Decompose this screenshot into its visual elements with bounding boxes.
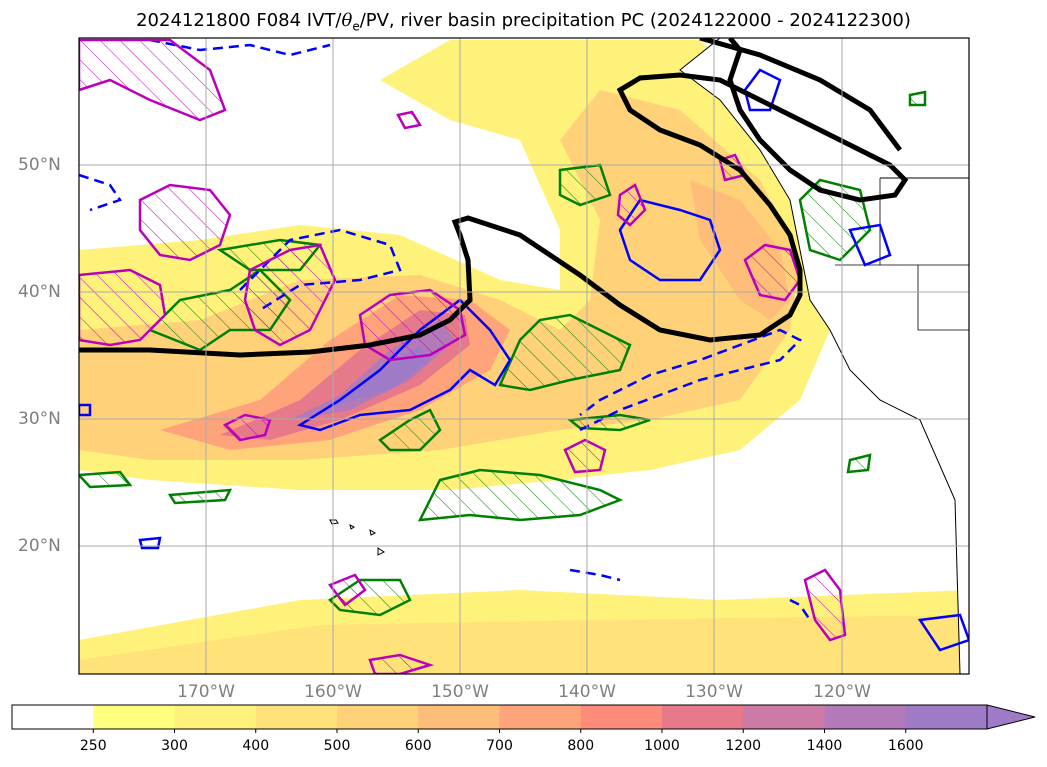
lat-label-40n: 40°N (18, 282, 61, 302)
magenta-contours (79, 38, 847, 674)
colorbar-swatch (662, 705, 744, 729)
north-america-land (679, 38, 969, 674)
colorbar-tick-label: 500 (323, 738, 351, 754)
colorbar-tick-label: 1600 (887, 738, 924, 754)
lon-label-120w: 120°W (813, 682, 871, 702)
colorbar-swatch (12, 705, 94, 729)
pv-contour (79, 38, 909, 358)
colorbar-tick-label: 250 (79, 738, 107, 754)
pv-contour-upper (699, 38, 902, 152)
lon-label-150w: 150°W (431, 682, 489, 702)
map-plot-area (79, 38, 969, 674)
colorbar-extend-arrow (986, 704, 1036, 730)
colorbar-tick-label: 1000 (644, 738, 680, 754)
lat-label-50n: 50°N (18, 155, 61, 175)
colorbar (11, 704, 1036, 733)
hawaii-islands (329, 519, 385, 556)
colorbar-swatch (174, 705, 257, 729)
colorbar-tick-label: 1200 (725, 738, 762, 754)
lon-label-130w: 130°W (685, 682, 743, 702)
lon-label-140w: 140°W (558, 682, 616, 702)
lon-label-160w: 160°W (304, 682, 362, 702)
colorbar-tick-label: 700 (486, 738, 513, 754)
colorbar-tick-label: 400 (242, 738, 270, 754)
colorbar-swatch (499, 705, 582, 729)
colorbar-tick-label: 800 (567, 738, 595, 754)
colorbar-swatch (337, 705, 419, 729)
colorbar-swatch (93, 705, 175, 729)
plot-title: 2024121800 F084 IVT/θe/PV, river basin p… (136, 10, 911, 34)
blue-contours (79, 68, 969, 652)
colorbar-tick-label: 1400 (806, 738, 843, 754)
map-frame (78, 37, 970, 675)
colorbar-swatch (824, 705, 907, 729)
lon-label-170w: 170°W (177, 682, 235, 702)
colorbar-swatch (418, 705, 500, 729)
lat-label-20n: 20°N (18, 536, 61, 556)
colorbar-tick-label: 600 (404, 738, 432, 754)
colorbar-swatch (580, 705, 663, 729)
lat-label-30n: 30°N (18, 409, 61, 429)
gridlines (79, 38, 969, 674)
ivt-band-tropical-inner (79, 615, 969, 674)
colorbar-swatch (255, 705, 338, 729)
colorbar-swatch (905, 705, 988, 729)
colorbar-tick-label: 300 (161, 738, 188, 754)
colorbar-swatch (743, 705, 825, 729)
